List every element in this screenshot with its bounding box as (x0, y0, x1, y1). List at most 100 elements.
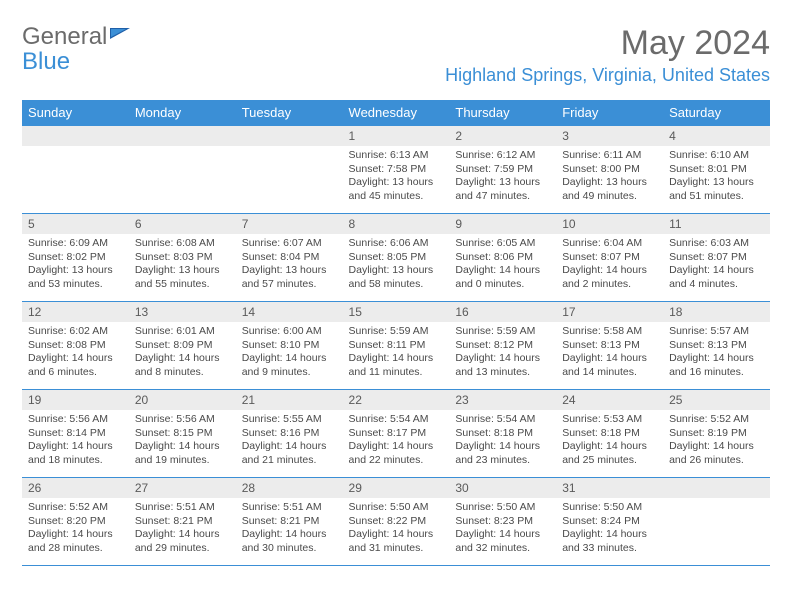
sunset-line: Sunset: 8:15 PM (135, 427, 230, 441)
day-header: Monday (129, 100, 236, 126)
calendar-day-cell: 18Sunrise: 5:57 AMSunset: 8:13 PMDayligh… (663, 302, 770, 390)
daylight-line: Daylight: 14 hours and 6 minutes. (28, 352, 123, 379)
sunset-line: Sunset: 8:10 PM (242, 339, 337, 353)
sunset-line: Sunset: 8:02 PM (28, 251, 123, 265)
calendar-header-row: SundayMondayTuesdayWednesdayThursdayFrid… (22, 100, 770, 126)
daylight-line: Daylight: 13 hours and 47 minutes. (455, 176, 550, 203)
day-number-bar: 13 (129, 302, 236, 322)
calendar-day-cell: 17Sunrise: 5:58 AMSunset: 8:13 PMDayligh… (556, 302, 663, 390)
day-details: Sunrise: 5:51 AMSunset: 8:21 PMDaylight:… (129, 498, 236, 560)
day-number-bar: 21 (236, 390, 343, 410)
day-number-bar (129, 126, 236, 146)
calendar-day-cell (236, 126, 343, 214)
logo-text-blue: Blue (22, 48, 70, 75)
day-details: Sunrise: 5:59 AMSunset: 8:11 PMDaylight:… (343, 322, 450, 384)
day-details: Sunrise: 6:10 AMSunset: 8:01 PMDaylight:… (663, 146, 770, 208)
sunrise-line: Sunrise: 5:50 AM (562, 501, 657, 515)
sunset-line: Sunset: 7:59 PM (455, 163, 550, 177)
calendar-day-cell: 20Sunrise: 5:56 AMSunset: 8:15 PMDayligh… (129, 390, 236, 478)
sunset-line: Sunset: 8:13 PM (669, 339, 764, 353)
sunset-line: Sunset: 8:21 PM (242, 515, 337, 529)
sunrise-line: Sunrise: 5:50 AM (455, 501, 550, 515)
daylight-line: Daylight: 14 hours and 11 minutes. (349, 352, 444, 379)
calendar-day-cell: 8Sunrise: 6:06 AMSunset: 8:05 PMDaylight… (343, 214, 450, 302)
sunset-line: Sunset: 8:24 PM (562, 515, 657, 529)
day-number-bar: 22 (343, 390, 450, 410)
day-number-bar: 1 (343, 126, 450, 146)
day-details: Sunrise: 5:58 AMSunset: 8:13 PMDaylight:… (556, 322, 663, 384)
sunrise-line: Sunrise: 5:54 AM (349, 413, 444, 427)
sunrise-line: Sunrise: 5:59 AM (349, 325, 444, 339)
sunrise-line: Sunrise: 5:52 AM (669, 413, 764, 427)
calendar-day-cell: 23Sunrise: 5:54 AMSunset: 8:18 PMDayligh… (449, 390, 556, 478)
day-number-bar: 4 (663, 126, 770, 146)
day-number-bar: 24 (556, 390, 663, 410)
day-number-bar: 7 (236, 214, 343, 234)
day-number-bar: 17 (556, 302, 663, 322)
day-number-bar: 2 (449, 126, 556, 146)
daylight-line: Daylight: 14 hours and 31 minutes. (349, 528, 444, 555)
sunrise-line: Sunrise: 6:02 AM (28, 325, 123, 339)
sunrise-line: Sunrise: 5:51 AM (135, 501, 230, 515)
sunrise-line: Sunrise: 5:57 AM (669, 325, 764, 339)
sunrise-line: Sunrise: 5:53 AM (562, 413, 657, 427)
day-number-bar: 23 (449, 390, 556, 410)
day-details: Sunrise: 6:08 AMSunset: 8:03 PMDaylight:… (129, 234, 236, 296)
day-details: Sunrise: 5:52 AMSunset: 8:19 PMDaylight:… (663, 410, 770, 472)
sunset-line: Sunset: 8:07 PM (669, 251, 764, 265)
day-number-bar (236, 126, 343, 146)
day-number-bar: 27 (129, 478, 236, 498)
daylight-line: Daylight: 14 hours and 26 minutes. (669, 440, 764, 467)
calendar-day-cell: 11Sunrise: 6:03 AMSunset: 8:07 PMDayligh… (663, 214, 770, 302)
sunset-line: Sunset: 7:58 PM (349, 163, 444, 177)
sunset-line: Sunset: 8:03 PM (135, 251, 230, 265)
sunrise-line: Sunrise: 6:11 AM (562, 149, 657, 163)
day-details: Sunrise: 5:54 AMSunset: 8:18 PMDaylight:… (449, 410, 556, 472)
sunset-line: Sunset: 8:19 PM (669, 427, 764, 441)
calendar-day-cell: 4Sunrise: 6:10 AMSunset: 8:01 PMDaylight… (663, 126, 770, 214)
day-number-bar: 14 (236, 302, 343, 322)
day-number-bar: 30 (449, 478, 556, 498)
calendar-day-cell: 9Sunrise: 6:05 AMSunset: 8:06 PMDaylight… (449, 214, 556, 302)
sunset-line: Sunset: 8:18 PM (562, 427, 657, 441)
sunset-line: Sunset: 8:23 PM (455, 515, 550, 529)
sunrise-line: Sunrise: 6:01 AM (135, 325, 230, 339)
calendar-day-cell: 29Sunrise: 5:50 AMSunset: 8:22 PMDayligh… (343, 478, 450, 566)
calendar-day-cell: 13Sunrise: 6:01 AMSunset: 8:09 PMDayligh… (129, 302, 236, 390)
calendar-day-cell (22, 126, 129, 214)
daylight-line: Daylight: 14 hours and 28 minutes. (28, 528, 123, 555)
sunset-line: Sunset: 8:11 PM (349, 339, 444, 353)
sunset-line: Sunset: 8:14 PM (28, 427, 123, 441)
day-details: Sunrise: 6:00 AMSunset: 8:10 PMDaylight:… (236, 322, 343, 384)
calendar-week-row: 12Sunrise: 6:02 AMSunset: 8:08 PMDayligh… (22, 302, 770, 390)
flag-icon (110, 24, 134, 49)
daylight-line: Daylight: 13 hours and 57 minutes. (242, 264, 337, 291)
calendar-day-cell: 24Sunrise: 5:53 AMSunset: 8:18 PMDayligh… (556, 390, 663, 478)
calendar-day-cell: 21Sunrise: 5:55 AMSunset: 8:16 PMDayligh… (236, 390, 343, 478)
day-details: Sunrise: 5:56 AMSunset: 8:14 PMDaylight:… (22, 410, 129, 472)
sunset-line: Sunset: 8:18 PM (455, 427, 550, 441)
sunrise-line: Sunrise: 5:59 AM (455, 325, 550, 339)
calendar-week-row: 19Sunrise: 5:56 AMSunset: 8:14 PMDayligh… (22, 390, 770, 478)
calendar-day-cell: 1Sunrise: 6:13 AMSunset: 7:58 PMDaylight… (343, 126, 450, 214)
day-number-bar: 8 (343, 214, 450, 234)
calendar-day-cell (129, 126, 236, 214)
sunset-line: Sunset: 8:20 PM (28, 515, 123, 529)
daylight-line: Daylight: 14 hours and 30 minutes. (242, 528, 337, 555)
calendar-day-cell: 10Sunrise: 6:04 AMSunset: 8:07 PMDayligh… (556, 214, 663, 302)
day-number-bar: 5 (22, 214, 129, 234)
calendar-week-row: 5 Sunrise: 6:09 AMSunset: 8:02 PM Daylight… (22, 214, 770, 302)
sunrise-line: Sunrise: 6:09 AM (28, 237, 123, 251)
day-details: Sunrise: 6:01 AMSunset: 8:09 PMDaylight:… (129, 322, 236, 384)
sunrise-line: Sunrise: 6:00 AM (242, 325, 337, 339)
sunrise-line: Sunrise: 5:51 AM (242, 501, 337, 515)
day-number-bar: 31 (556, 478, 663, 498)
calendar-week-row: 26Sunrise: 5:52 AMSunset: 8:20 PMDayligh… (22, 478, 770, 566)
daylight-line: Daylight: 14 hours and 9 minutes. (242, 352, 337, 379)
day-details: Sunrise: 6:03 AMSunset: 8:07 PMDaylight:… (663, 234, 770, 296)
day-number-bar: 11 (663, 214, 770, 234)
day-details: Sunrise: 6:13 AMSunset: 7:58 PMDaylight:… (343, 146, 450, 208)
daylight-line: Daylight: 14 hours and 22 minutes. (349, 440, 444, 467)
calendar-day-cell: 30 Sunrise: 5:50 AMSunset: 8:23 PMDayligh… (449, 478, 556, 566)
daylight-line: Daylight: 14 hours and 32 minutes. (455, 528, 550, 555)
